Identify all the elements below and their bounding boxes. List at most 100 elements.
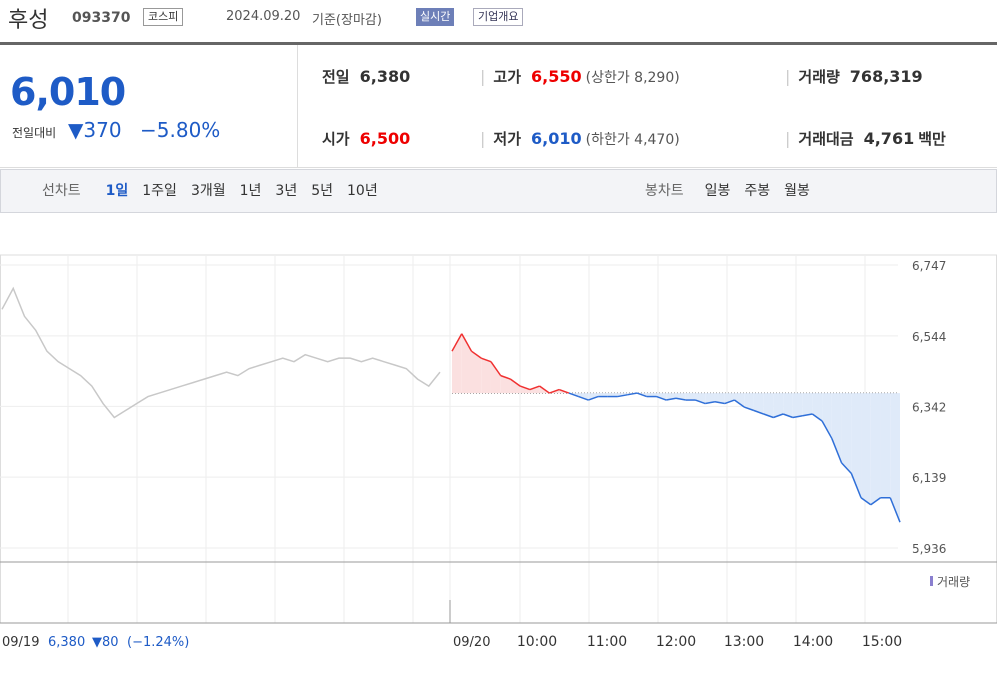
price-segment xyxy=(705,401,716,405)
y-tick-label: 5,936 xyxy=(912,542,946,556)
area xyxy=(792,393,803,418)
area xyxy=(851,393,862,498)
period-tab[interactable]: 1년 xyxy=(239,183,262,199)
price-segment xyxy=(471,350,482,359)
tab-label: 선차트 xyxy=(42,183,81,199)
summary-cell: | 고가 6,550 (상한가 8,290) xyxy=(480,66,680,87)
stock-name: 후성 xyxy=(8,8,49,33)
price-box xyxy=(0,45,298,168)
cell-value: 6,550 xyxy=(531,67,582,86)
period-tab[interactable]: 1일 xyxy=(105,183,129,199)
cell-extra: 백만 xyxy=(918,130,946,148)
price-segment xyxy=(733,399,745,408)
cell-value: 768,319 xyxy=(849,67,923,86)
price-segment xyxy=(850,473,862,499)
price-segment xyxy=(636,392,648,398)
price-segment xyxy=(500,374,511,380)
price-segment xyxy=(763,413,774,419)
cell-label: 거래량 xyxy=(798,68,840,86)
area xyxy=(841,393,852,474)
summary-cell: | 저가 6,010 (하한가 4,470) xyxy=(480,128,680,149)
volume-label: 거래량 xyxy=(937,575,970,589)
today-date: 09/20 xyxy=(453,635,490,650)
realtime-button[interactable]: 실시간 xyxy=(416,8,455,26)
area xyxy=(656,393,667,401)
period-tab[interactable]: 5년 xyxy=(311,183,333,199)
separator: | xyxy=(785,129,791,148)
prev-day-line xyxy=(1,286,441,419)
price-segment xyxy=(675,397,686,401)
area xyxy=(773,393,784,418)
market: 코스피 xyxy=(143,8,184,26)
area xyxy=(695,393,706,404)
candle-tab[interactable]: 일봉 xyxy=(704,183,731,199)
area xyxy=(685,393,696,401)
price-segment xyxy=(588,395,599,401)
prev-change-pct: (−1.24%) xyxy=(127,635,189,650)
area xyxy=(490,361,501,394)
area xyxy=(500,375,511,394)
area xyxy=(637,393,647,397)
area xyxy=(880,393,891,498)
prev-change: ▼80 xyxy=(92,635,119,650)
area xyxy=(520,386,530,394)
price-segment xyxy=(549,388,560,394)
chart: 5,936 6,139 6,342 6,544 6,747 거래량 09/19 6,380 ▼8… xyxy=(0,254,997,650)
y-tick-label: 6,139 xyxy=(912,471,946,485)
area xyxy=(646,393,657,397)
candle-tab[interactable]: 주봉 xyxy=(744,183,771,199)
cell-extra: (상한가 8,290) xyxy=(585,70,680,86)
company-button[interactable]: 기업개요 xyxy=(473,8,524,26)
cell-label: 저가 xyxy=(493,130,521,148)
summary-cell: 시가 6,500 xyxy=(322,128,414,149)
price-segment xyxy=(831,438,843,464)
price-segment xyxy=(792,415,803,419)
area xyxy=(802,393,813,416)
area xyxy=(783,393,793,418)
period-tab[interactable]: 1주일 xyxy=(142,183,177,199)
area xyxy=(870,393,881,505)
separator: | xyxy=(480,67,486,86)
price-segment xyxy=(539,385,550,394)
date: 2024.09.20 xyxy=(226,9,301,24)
area xyxy=(588,393,599,401)
area xyxy=(744,393,754,411)
cell-label: 고가 xyxy=(493,68,521,86)
area xyxy=(861,393,871,505)
area xyxy=(724,393,735,404)
area xyxy=(714,393,725,404)
area xyxy=(822,393,832,439)
price-segment xyxy=(870,497,881,506)
area xyxy=(831,393,842,463)
area xyxy=(529,386,540,394)
price-segment xyxy=(519,385,531,391)
x-tick-label: 11:00 xyxy=(587,634,627,650)
price-segment xyxy=(695,399,706,405)
candle-tab[interactable]: 월봉 xyxy=(784,183,810,199)
y-tick-label: 6,544 xyxy=(912,330,946,344)
period-tab[interactable]: 3개월 xyxy=(190,183,226,199)
price-segment xyxy=(889,497,901,523)
price-segment xyxy=(461,333,473,352)
y-tick-label: 6,342 xyxy=(912,400,946,414)
cell-value: 6,010 xyxy=(531,129,582,148)
separator: | xyxy=(785,67,791,86)
area xyxy=(607,393,618,397)
period-tab[interactable]: 3년 xyxy=(275,183,298,199)
prev-date: 09/19 xyxy=(2,635,39,650)
divider xyxy=(0,42,997,45)
area xyxy=(598,393,608,397)
area xyxy=(510,379,521,394)
tab-bar xyxy=(0,169,997,213)
price-segment xyxy=(666,397,677,401)
price-segment xyxy=(509,378,521,387)
x-tick-label: 13:00 xyxy=(724,634,764,650)
price-segment xyxy=(529,385,540,391)
price-segment xyxy=(860,497,872,506)
summary-cell: | 거래대금 4,761 백만 xyxy=(785,128,946,149)
cell-value: 6,500 xyxy=(359,129,411,148)
period-tab[interactable]: 10년 xyxy=(347,183,378,199)
area xyxy=(753,393,764,415)
area xyxy=(705,393,715,404)
